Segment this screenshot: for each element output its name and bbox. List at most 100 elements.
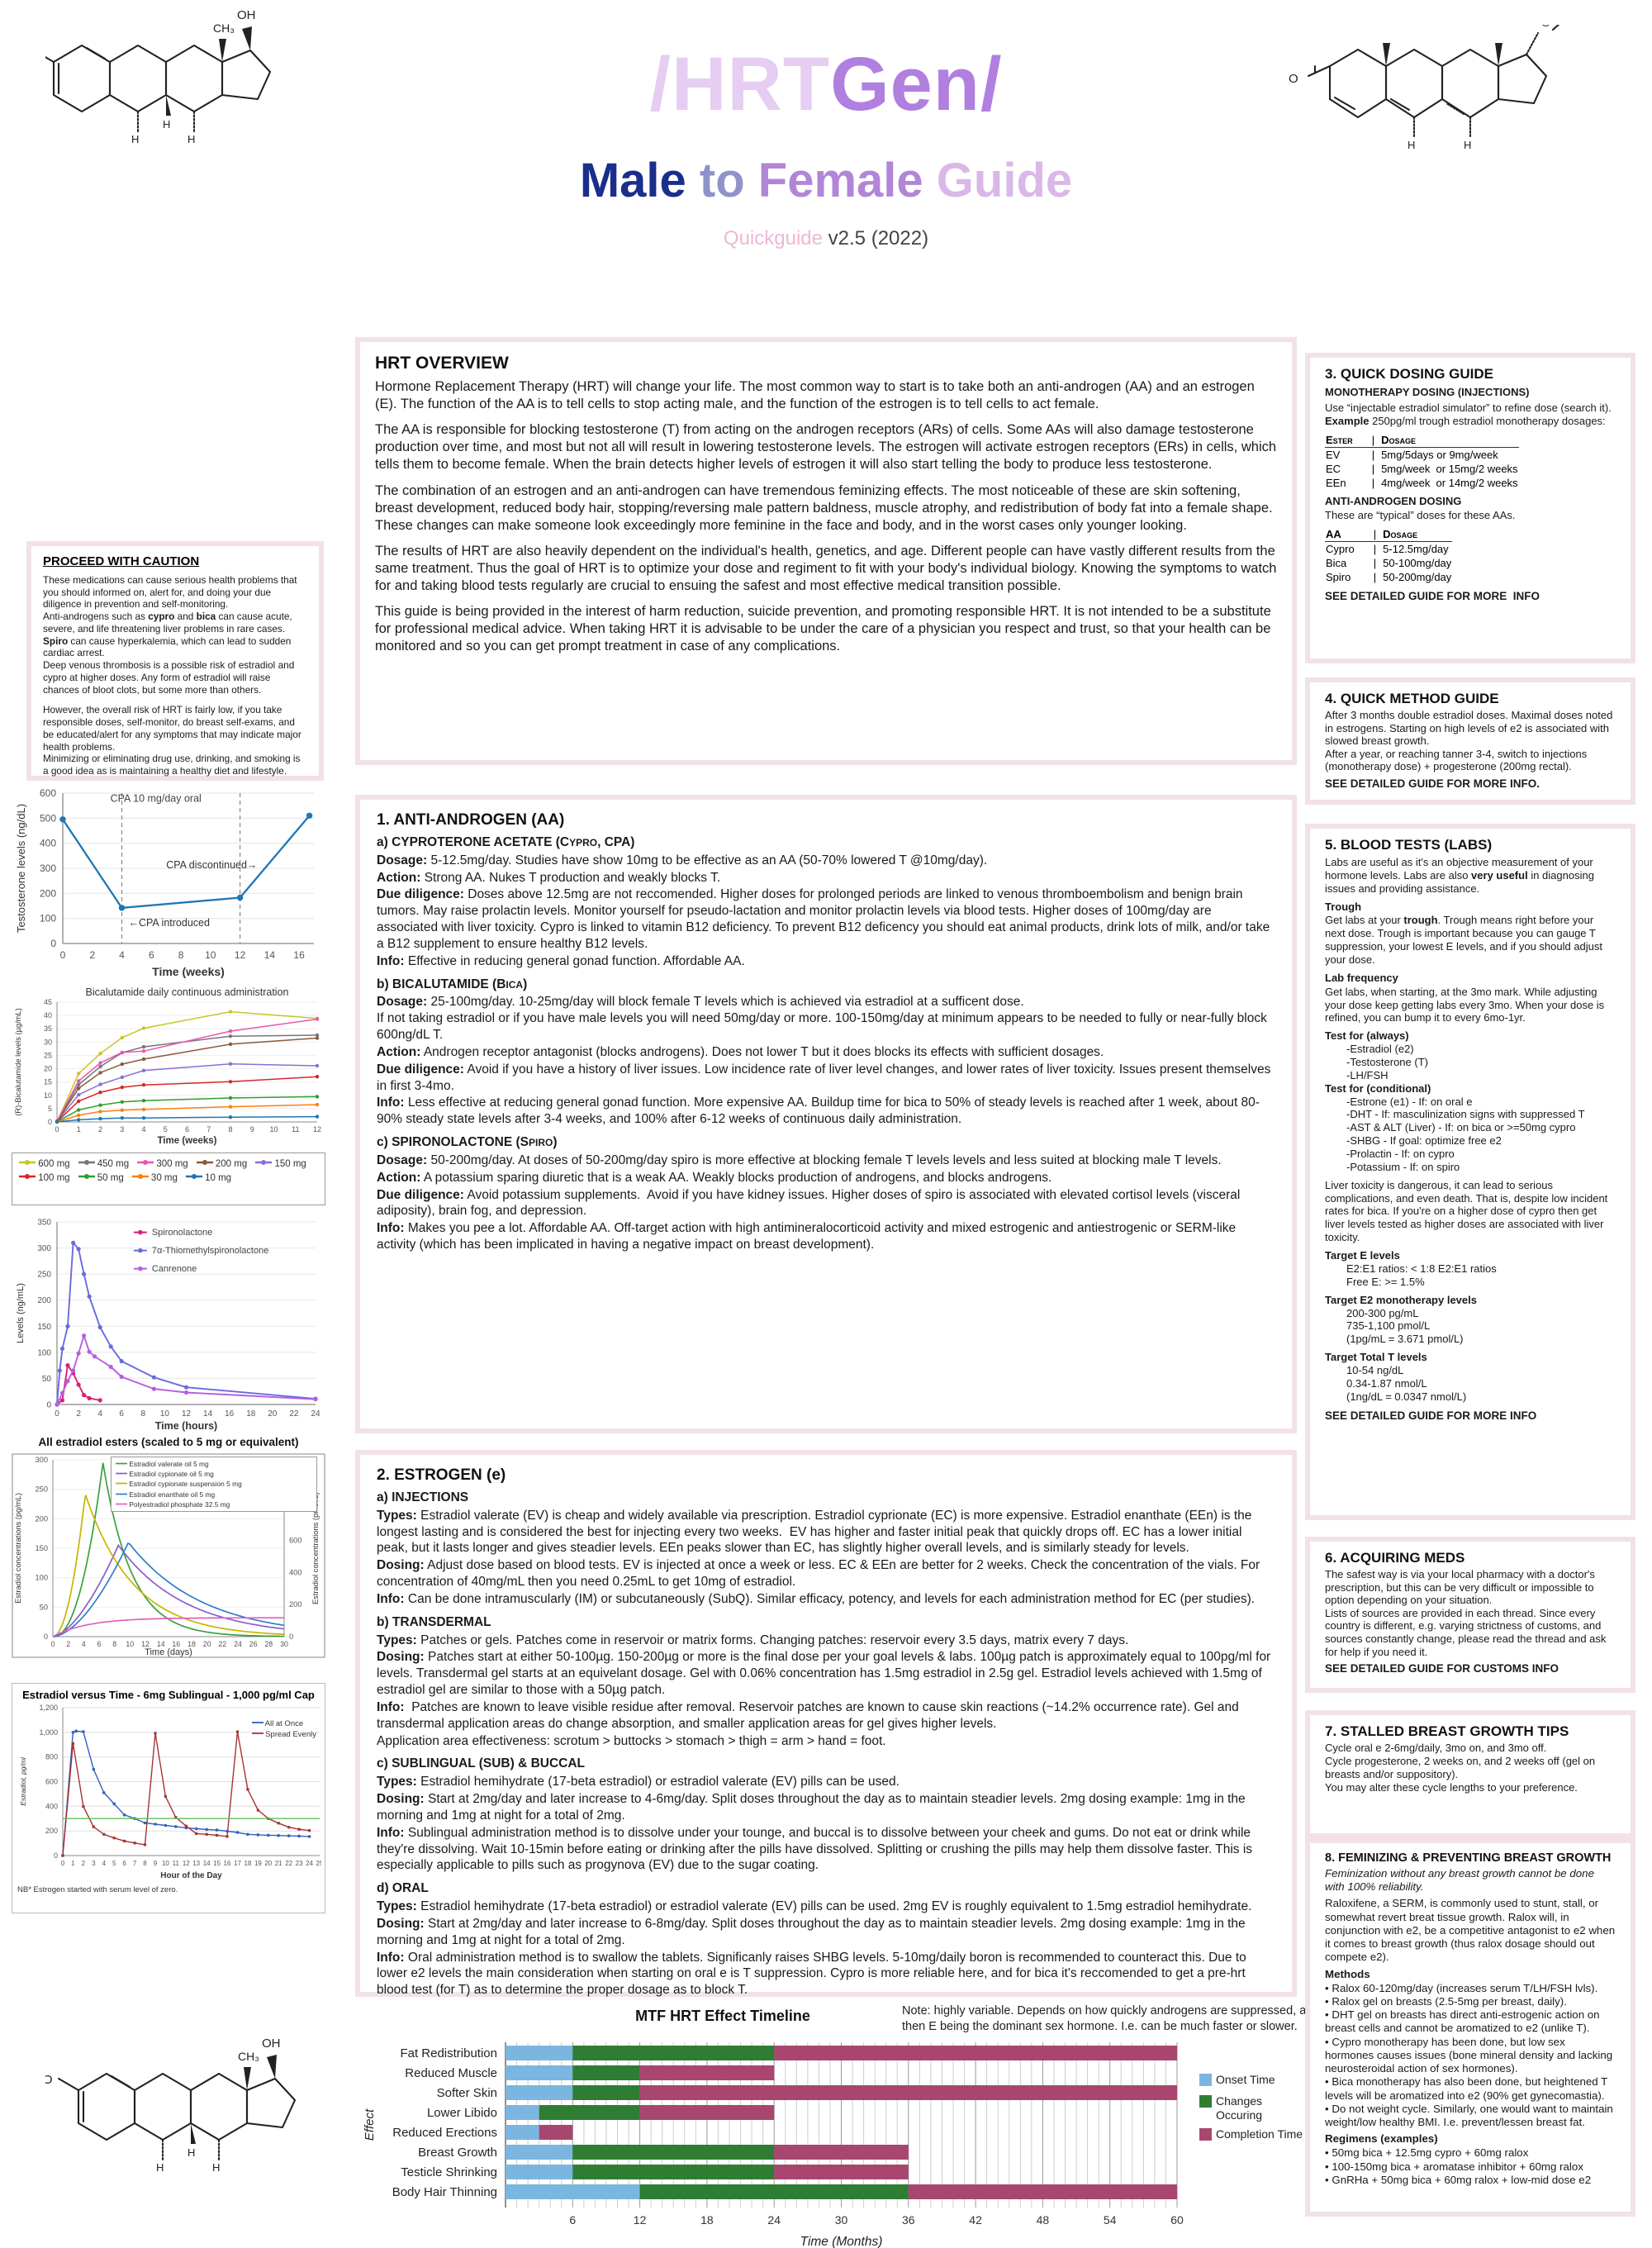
svg-text:8: 8: [141, 1409, 146, 1419]
svg-text:200: 200: [289, 1600, 302, 1609]
svg-text:18: 18: [700, 2213, 714, 2227]
svg-text:Estradiol, pg/ml: Estradiol, pg/ml: [19, 1756, 27, 1806]
svg-text:Canrenone: Canrenone: [152, 1264, 197, 1274]
svg-text:1: 1: [71, 1860, 75, 1867]
svg-text:500: 500: [40, 812, 56, 824]
svg-text:6: 6: [122, 1860, 126, 1867]
svg-text:0: 0: [55, 1125, 59, 1134]
svg-text:600: 600: [40, 787, 56, 799]
svg-text:7: 7: [133, 1860, 137, 1867]
svg-text:12: 12: [634, 2213, 647, 2227]
svg-text:Testosterone levels (ng/dL): Testosterone levels (ng/dL): [15, 804, 27, 933]
svg-text:350: 350: [37, 1219, 51, 1228]
svg-text:CPA discontinued→: CPA discontinued→: [166, 859, 257, 871]
svg-text:Levels (ng/mL): Levels (ng/mL): [16, 1283, 26, 1343]
svg-text:400: 400: [45, 1802, 58, 1810]
svg-text:40: 40: [44, 1011, 52, 1019]
svg-text:18: 18: [246, 1409, 256, 1419]
svg-text:←CPA introduced: ←CPA introduced: [129, 917, 210, 929]
svg-text:22: 22: [285, 1860, 292, 1867]
svg-text:11: 11: [292, 1125, 299, 1134]
svg-text:15: 15: [213, 1860, 221, 1867]
svg-text:150: 150: [37, 1323, 51, 1332]
svg-text:14: 14: [203, 1409, 213, 1419]
svg-text:250: 250: [35, 1485, 48, 1494]
svg-text:6: 6: [185, 1125, 189, 1134]
svg-text:4: 4: [97, 1409, 102, 1419]
svg-text:600: 600: [289, 1536, 302, 1544]
svg-text:5: 5: [48, 1105, 52, 1113]
svg-text:200: 200: [37, 1296, 51, 1305]
svg-text:0: 0: [55, 1409, 59, 1419]
svg-text:7α-Thiomethylspironolactone: 7α-Thiomethylspironolactone: [152, 1246, 269, 1256]
svg-text:9: 9: [250, 1125, 254, 1134]
svg-text:Changes: Changes: [1216, 2094, 1262, 2108]
svg-text:12: 12: [183, 1860, 190, 1867]
svg-text:100: 100: [37, 1348, 51, 1357]
svg-text:0: 0: [60, 949, 66, 961]
svg-text:Bicalutamide daily continuous: Bicalutamide daily continuous administra…: [86, 986, 289, 998]
svg-text:600: 600: [45, 1778, 58, 1786]
svg-text:18: 18: [244, 1860, 251, 1867]
svg-text:0: 0: [54, 1851, 58, 1860]
svg-text:1,200: 1,200: [39, 1704, 58, 1712]
svg-text:8: 8: [178, 949, 184, 961]
svg-text:20: 20: [203, 1640, 211, 1648]
svg-text:100: 100: [40, 913, 56, 924]
svg-text:2: 2: [98, 1125, 102, 1134]
svg-text:20: 20: [268, 1409, 278, 1419]
svg-text:6: 6: [149, 949, 154, 961]
svg-text:1,000: 1,000: [39, 1728, 58, 1737]
svg-text:25: 25: [44, 1051, 52, 1059]
svg-text:2: 2: [82, 1860, 86, 1867]
svg-text:300: 300: [35, 1456, 48, 1464]
svg-text:12: 12: [182, 1409, 192, 1419]
svg-text:4: 4: [102, 1860, 107, 1867]
svg-text:Reduced Muscle: Reduced Muscle: [405, 2066, 497, 2080]
svg-text:14: 14: [203, 1860, 211, 1867]
svg-text:Softer Skin: Softer Skin: [437, 2086, 497, 2100]
svg-text:6: 6: [97, 1640, 102, 1648]
svg-text:15: 15: [44, 1078, 52, 1086]
svg-text:10: 10: [160, 1409, 170, 1419]
svg-text:4: 4: [119, 949, 125, 961]
svg-text:Lower Libido: Lower Libido: [427, 2106, 497, 2120]
svg-text:5: 5: [112, 1860, 116, 1867]
svg-text:24: 24: [767, 2213, 781, 2227]
svg-text:6: 6: [119, 1409, 124, 1419]
svg-text:Hour of the Day: Hour of the Day: [160, 1871, 222, 1880]
svg-text:12: 12: [235, 949, 246, 961]
svg-text:48: 48: [1037, 2213, 1050, 2227]
svg-text:150: 150: [35, 1544, 48, 1552]
svg-text:0: 0: [50, 938, 56, 949]
svg-text:50: 50: [40, 1603, 48, 1611]
svg-text:250: 250: [37, 1271, 51, 1280]
svg-text:20: 20: [264, 1860, 272, 1867]
svg-text:0: 0: [51, 1640, 55, 1648]
svg-text:0: 0: [48, 1118, 52, 1126]
svg-text:13: 13: [192, 1860, 200, 1867]
svg-text:54: 54: [1104, 2213, 1117, 2227]
svg-text:24: 24: [234, 1640, 242, 1648]
svg-text:21: 21: [275, 1860, 282, 1867]
svg-text:Time (Months): Time (Months): [800, 2235, 883, 2248]
svg-text:200: 200: [35, 1514, 48, 1523]
svg-text:2: 2: [89, 949, 95, 961]
svg-text:400: 400: [40, 838, 56, 849]
svg-text:2: 2: [76, 1409, 81, 1419]
svg-text:8: 8: [112, 1640, 116, 1648]
svg-text:CPA 10 mg/day oral: CPA 10 mg/day oral: [111, 793, 202, 805]
svg-text:16: 16: [225, 1409, 235, 1419]
svg-text:10: 10: [269, 1125, 278, 1134]
svg-text:Fat Redistribution: Fat Redistribution: [400, 2046, 497, 2060]
svg-text:Reduced Erections: Reduced Erections: [392, 2126, 497, 2140]
svg-text:Body Hair Thinning: Body Hair Thinning: [392, 2185, 497, 2199]
svg-text:16: 16: [224, 1860, 231, 1867]
svg-text:3: 3: [92, 1860, 96, 1867]
svg-text:45: 45: [44, 998, 52, 1006]
svg-text:42: 42: [969, 2213, 982, 2227]
svg-text:50: 50: [42, 1375, 52, 1384]
svg-text:Time (weeks): Time (weeks): [157, 1136, 216, 1146]
svg-text:800: 800: [45, 1753, 58, 1761]
svg-text:17: 17: [234, 1860, 241, 1867]
